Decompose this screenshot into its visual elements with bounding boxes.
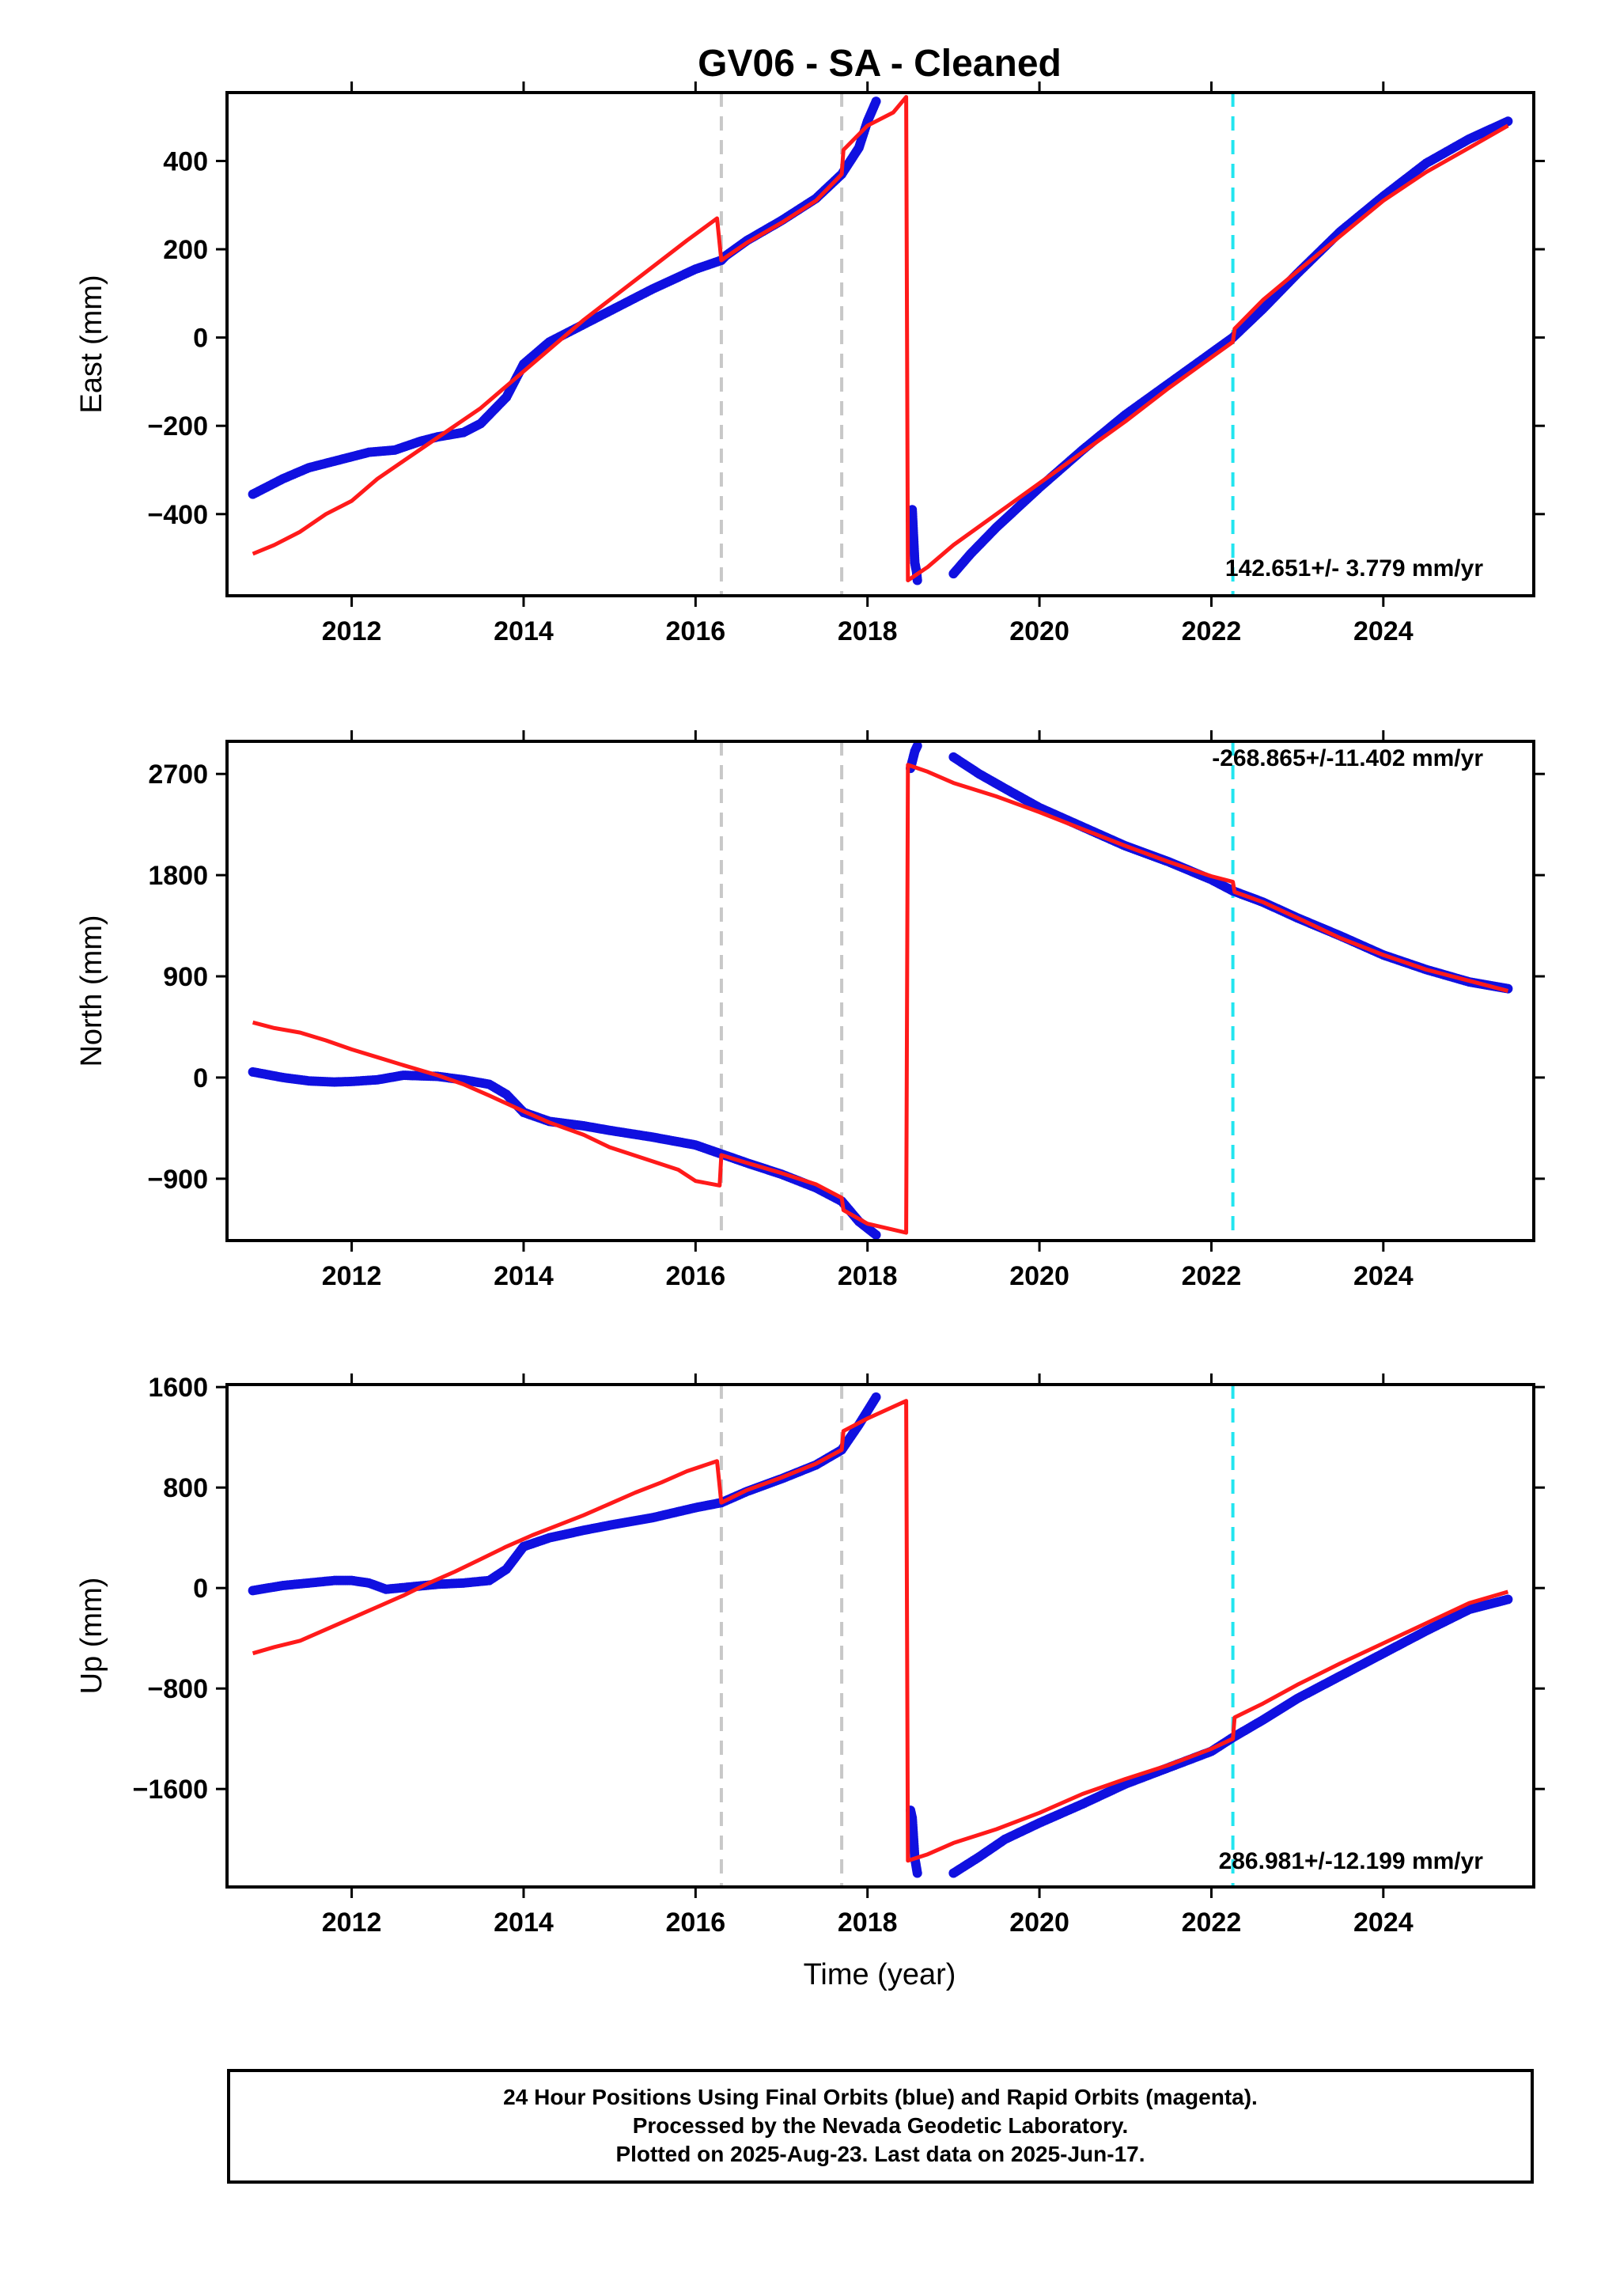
final-orbits-series-north-2 <box>948 752 1513 994</box>
x-tick-label: 2020 <box>1009 616 1069 646</box>
plot-frame <box>225 91 1535 597</box>
y-tick-label: 1800 <box>148 861 208 891</box>
y-tick-label: 2700 <box>148 760 208 790</box>
final-orbits-series-east-1 <box>906 505 922 585</box>
x-tick-label: 2022 <box>1182 616 1242 646</box>
y-tick-label: 800 <box>163 1473 208 1503</box>
plot-area-up <box>248 1385 1513 1887</box>
panels: 2012 2014 2016 2018 2020 2022 2024 −400 −200 0 200… <box>75 81 1545 1938</box>
data-point <box>871 97 881 107</box>
panel-up: 2012 2014 2016 2018 2020 2022 2024 −1600 −800 0 80… <box>75 1373 1545 1938</box>
x-tick-label: 2018 <box>838 616 898 646</box>
y-axis-label: East (mm) <box>75 275 108 413</box>
y-axis-label: North (mm) <box>75 915 108 1067</box>
plot-frame <box>225 1383 1535 1889</box>
final-orbits-series-up-0 <box>248 1392 881 1596</box>
data-point <box>912 741 922 751</box>
plot-area-east <box>248 93 1513 596</box>
x-tick-label: 2024 <box>1353 616 1414 646</box>
x-tick-label: 2016 <box>666 1261 726 1291</box>
x-tick-label: 2014 <box>494 616 554 646</box>
plot-frame <box>225 740 1535 1242</box>
data-point <box>912 1868 922 1878</box>
y-tick-label: −400 <box>147 500 208 530</box>
x-tick-label: 2016 <box>666 1908 726 1938</box>
x-tick-label: 2014 <box>494 1261 554 1291</box>
y-tick-label: 1600 <box>148 1373 208 1403</box>
y-tick-label: −1600 <box>133 1775 209 1805</box>
panel-east: 2012 2014 2016 2018 2020 2022 2024 −400 −200 0 200… <box>75 81 1545 646</box>
y-tick-label: 900 <box>163 962 208 992</box>
x-tick-label: 2022 <box>1182 1908 1242 1938</box>
x-tick-label: 2024 <box>1353 1261 1414 1291</box>
x-tick-label: 2012 <box>322 1261 382 1291</box>
rate-label: 286.981+/-12.199 mm/yr <box>1219 1848 1484 1874</box>
x-tick-label: 2016 <box>666 616 726 646</box>
x-tick-label: 2022 <box>1182 1261 1242 1291</box>
y-axis-label: Up (mm) <box>75 1578 108 1695</box>
footer-box: 24 Hour Positions Using Final Orbits (bl… <box>227 2069 1534 2184</box>
rate-label: 142.651+/- 3.779 mm/yr <box>1225 555 1483 582</box>
y-tick-label: 400 <box>163 146 208 176</box>
x-tick-label: 2020 <box>1009 1908 1069 1938</box>
final-orbits-series-east-2 <box>948 116 1513 579</box>
final-orbits-series-east-0 <box>248 97 881 499</box>
plot-area-north <box>248 741 1513 1241</box>
model-line-up <box>252 1399 1509 1863</box>
model-line-north <box>252 763 1509 1235</box>
footer-line-2: Processed by the Nevada Geodetic Laborat… <box>632 2113 1129 2138</box>
model-line-east <box>252 95 1509 582</box>
data-point <box>1503 116 1513 127</box>
data-point <box>1503 1594 1513 1605</box>
y-tick-label: 0 <box>193 324 208 354</box>
footer-line-3: Plotted on 2025-Aug-23. Last data on 202… <box>615 2142 1145 2166</box>
rate-label: -268.865+/-11.402 mm/yr <box>1212 745 1483 771</box>
final-orbits-series-north-1 <box>906 741 922 774</box>
y-tick-label: −900 <box>147 1165 208 1195</box>
x-tick-label: 2012 <box>322 1908 382 1938</box>
data-point <box>871 1392 881 1402</box>
y-tick-label: 0 <box>193 1574 208 1604</box>
final-orbits-series-up-2 <box>948 1594 1513 1878</box>
x-tick-label: 2020 <box>1009 1261 1069 1291</box>
x-tick-label: 2018 <box>838 1908 898 1938</box>
data-point <box>871 1229 881 1240</box>
x-tick-label: 2012 <box>322 616 382 646</box>
y-tick-label: −800 <box>147 1674 208 1704</box>
panel-north: 2012 2014 2016 2018 2020 2022 2024 −900 0 900 1800… <box>75 730 1545 1291</box>
x-axis-label: Time (year) <box>804 1958 956 1991</box>
y-tick-label: 0 <box>193 1063 208 1093</box>
footer-line-1: 24 Hour Positions Using Final Orbits (bl… <box>503 2085 1258 2109</box>
x-tick-label: 2018 <box>838 1261 898 1291</box>
x-tick-label: 2014 <box>494 1908 554 1938</box>
final-orbits-series-north-0 <box>248 1067 881 1240</box>
chart-title: GV06 - SA - Cleaned <box>698 43 1062 85</box>
y-tick-label: 200 <box>163 235 208 265</box>
x-tick-label: 2024 <box>1353 1908 1414 1938</box>
y-tick-label: −200 <box>147 411 208 441</box>
